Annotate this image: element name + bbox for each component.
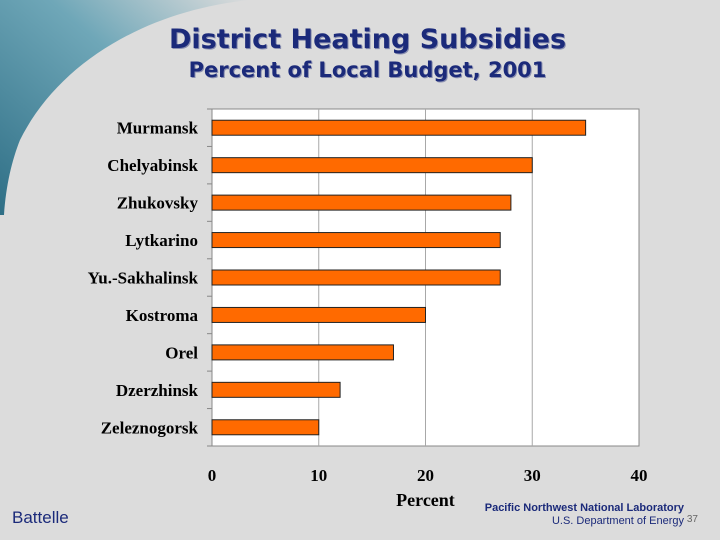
x-tick-label: 10 (310, 466, 327, 485)
bar (211, 344, 394, 361)
bar (211, 419, 320, 436)
page-number: 37 (686, 514, 698, 525)
battelle-logo: Battelle (12, 508, 69, 527)
category-label: Yu.-Sakhalinsk (88, 269, 199, 288)
bar (211, 157, 533, 174)
bar (211, 119, 587, 136)
x-tick-label: 0 (208, 466, 217, 485)
lab-logo: Pacific Northwest National Laboratory U.… (485, 502, 684, 528)
bar (211, 232, 501, 249)
x-axis-title: Percent (396, 490, 455, 510)
slide-title: District Heating Subsidies (168, 24, 567, 55)
category-label: Zhukovsky (117, 194, 199, 213)
bar (211, 381, 341, 398)
x-tick-label: 20 (417, 466, 434, 485)
category-label: Dzerzhinsk (116, 381, 199, 400)
category-label: Zeleznogorsk (101, 418, 199, 437)
category-label: Chelyabinsk (107, 156, 198, 175)
x-tick-label: 30 (524, 466, 541, 485)
lab-department: U.S. Department of Energy (551, 515, 684, 527)
bar (211, 194, 512, 211)
category-label: Lytkarino (125, 231, 198, 250)
corner-swoosh-decoration (0, 0, 250, 215)
bar (211, 306, 426, 323)
slide-subtitle: Percent of Local Budget, 2001 (188, 58, 547, 82)
category-label: Orel (165, 343, 198, 362)
x-tick-label: 40 (631, 466, 648, 485)
category-label: Murmansk (117, 119, 199, 138)
category-label: Kostroma (126, 306, 199, 325)
lab-name: Pacific Northwest National Laboratory (484, 502, 684, 514)
bar (211, 269, 501, 286)
